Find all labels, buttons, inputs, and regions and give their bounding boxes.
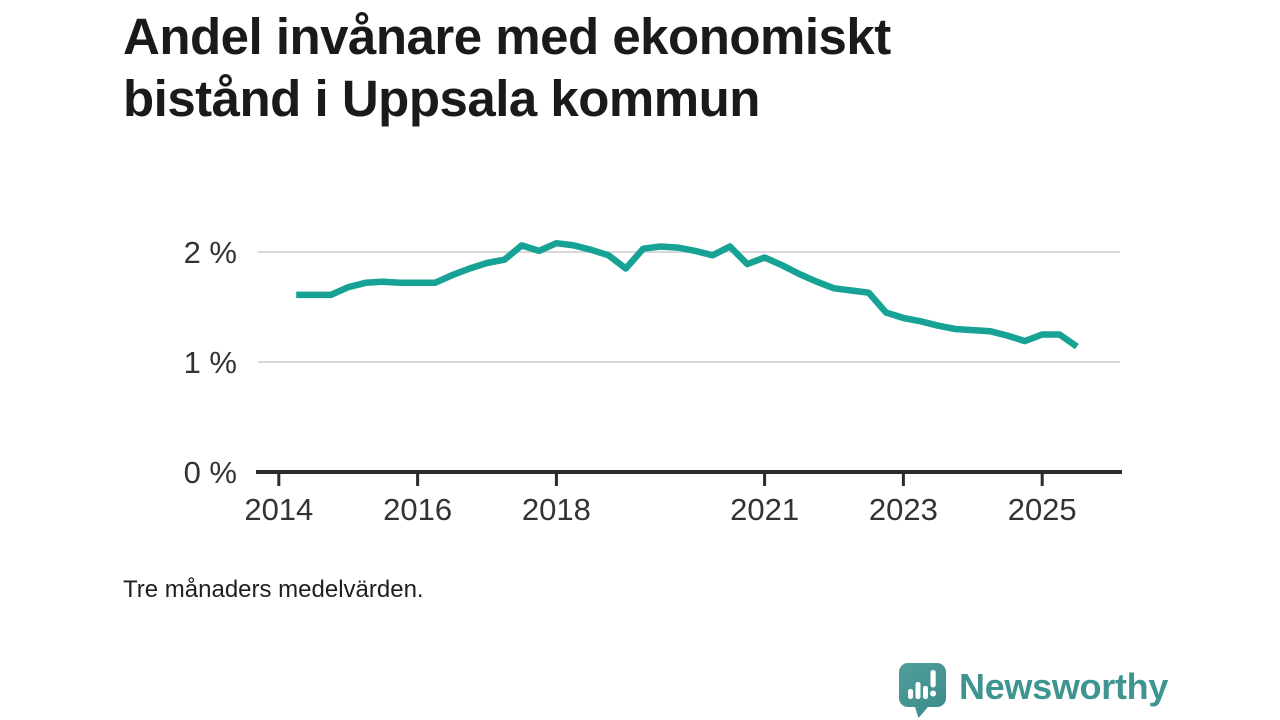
newsworthy-logo: Newsworthy xyxy=(897,661,1168,719)
data-line xyxy=(296,239,1079,350)
y-tick-label: 2 % xyxy=(184,235,237,270)
x-tick-label: 2018 xyxy=(522,492,591,527)
chart-title: Andel invånare med ekonomiskt bistånd i … xyxy=(123,8,891,128)
x-tick-label: 2021 xyxy=(730,492,799,527)
x-tick-label: 2023 xyxy=(869,492,938,527)
y-tick-label: 0 % xyxy=(184,455,237,490)
chart-note: Tre månaders medelvärden. xyxy=(123,576,424,603)
exclamation-glyph xyxy=(930,670,937,697)
y-tick-label: 1 % xyxy=(184,345,237,380)
speech-bubble-shape xyxy=(899,663,946,718)
x-tick-label: 2025 xyxy=(1008,492,1077,527)
x-tick-label: 2016 xyxy=(383,492,452,527)
newsworthy-logo-icon xyxy=(899,663,946,718)
x-tick-label: 2014 xyxy=(244,492,313,527)
bar-chart-glyph xyxy=(908,682,928,699)
newsworthy-logo-text: Newsworthy xyxy=(959,666,1169,707)
